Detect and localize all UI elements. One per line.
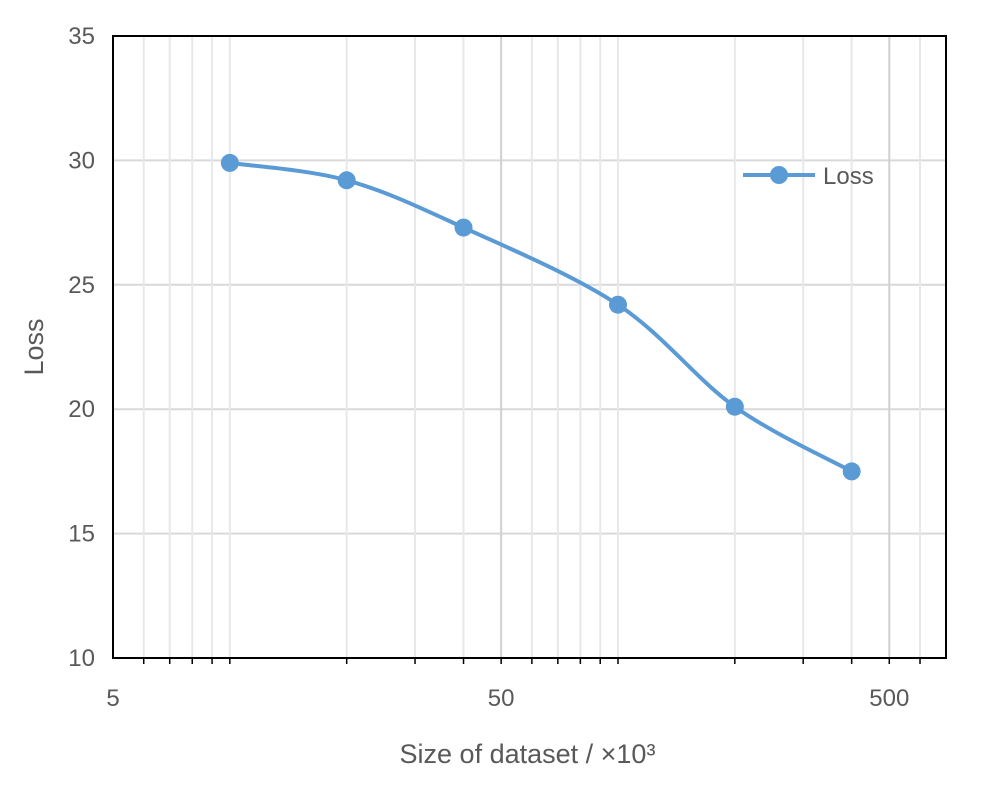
- y-tick-label: 30: [68, 147, 95, 174]
- legend-label-loss: Loss: [823, 163, 874, 190]
- series-line-loss: [227, 160, 854, 474]
- data-point: [454, 218, 473, 237]
- x-axis-label: Size of dataset / ×10³: [400, 739, 656, 769]
- plot-area-frame: [112, 35, 947, 659]
- y-tick-label: 35: [68, 23, 95, 50]
- data-point: [220, 153, 239, 172]
- y-tick-label: 10: [68, 645, 95, 672]
- y-axis-ticks: 10 15 20 25 30 35: [68, 23, 95, 672]
- data-point: [725, 397, 744, 416]
- y-axis-label: Loss: [19, 318, 49, 375]
- y-tick-label: 15: [68, 521, 95, 548]
- x-tick-label: 5: [106, 685, 119, 712]
- x-tick-label: 500: [869, 685, 909, 712]
- series: [220, 153, 861, 481]
- y-tick-label: 25: [68, 272, 95, 299]
- x-axis-ticks: 5 50 500: [106, 658, 921, 712]
- data-point: [842, 462, 861, 481]
- legend-marker-loss: [770, 166, 788, 184]
- data-point: [608, 295, 627, 314]
- data-point: [337, 171, 356, 190]
- legend: Loss: [743, 163, 874, 190]
- grid: [113, 35, 946, 658]
- y-tick-label: 20: [68, 396, 95, 423]
- x-tick-label: 50: [488, 685, 515, 712]
